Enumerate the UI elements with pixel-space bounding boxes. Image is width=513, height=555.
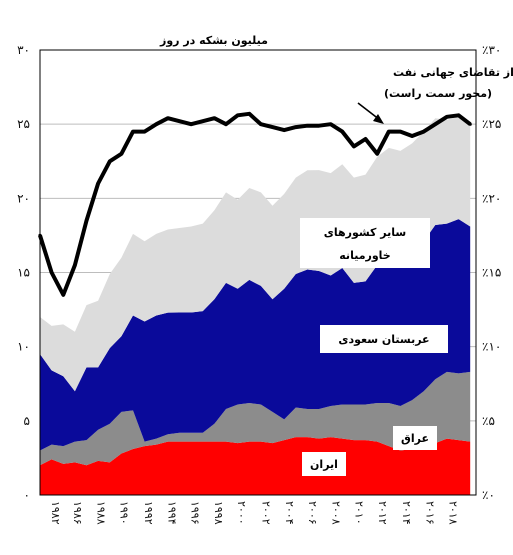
- share-point: [457, 113, 461, 117]
- share-line-layer: [38, 111, 472, 297]
- y-tick-label: ۵: [24, 414, 30, 428]
- share-point: [212, 116, 216, 120]
- label-iran: ایران: [302, 452, 346, 476]
- x-tick-label: ۱۹۹۰: [118, 501, 131, 525]
- share-point: [387, 130, 391, 134]
- x-tick-label: ۱۹۹۴: [165, 501, 178, 525]
- right-axis: ٪۰ ٪۵ ٪۱۰ ٪۱۵ ٪۲۰ ٪۲۵ ٪۳۰: [482, 43, 501, 502]
- share-point: [270, 125, 275, 129]
- label-box-iraq: [393, 426, 437, 450]
- x-tick-label: ۲۰۱۶: [423, 501, 436, 525]
- share-point: [294, 125, 298, 129]
- share-point: [224, 122, 228, 126]
- x-tick-label: ۲۰۱۲: [376, 501, 389, 525]
- share-point: [131, 130, 135, 134]
- x-tick-label: ۲۰۱۰: [353, 501, 366, 525]
- label-saudi-text: عربستان سعودی: [338, 333, 429, 346]
- share-point: [305, 124, 309, 128]
- share-point: [317, 124, 321, 128]
- x-axis: ۱۹۸۲ ۱۹۸۶ ۱۹۸۸ ۱۹۹۰ ۱۹۹۲ ۱۹۹۴ ۱۹۹۶ ۱۹۹۸ ۲۰۰۰ ۲۰۰۲…: [49, 501, 460, 525]
- share-point: [189, 122, 193, 126]
- plot-frame: [39, 49, 477, 496]
- left-axis: ۰ ۵ ۱۰ ۱۵ ۲۰ ۲۵ ۳۰: [17, 43, 30, 502]
- label-other-line1: سایر کشورهای: [324, 226, 406, 239]
- y-tick-label: ۱۰: [17, 340, 30, 354]
- x-tick-label: ۲۰۰۸: [329, 501, 342, 525]
- share-point: [422, 130, 426, 134]
- area-iran: [40, 437, 471, 495]
- share-point: [96, 181, 100, 186]
- annotation-arrowhead: [373, 114, 384, 124]
- label-other-line2: خاورمیانه: [339, 249, 390, 262]
- share-point: [84, 219, 89, 223]
- label-iran-text: ایران: [310, 458, 338, 471]
- share-line: [38, 111, 472, 297]
- y-tick-label: ۰: [24, 488, 30, 502]
- y2-tick-label: ٪۰: [482, 488, 495, 502]
- label-other-me: سایر کشورهای خاورمیانه: [300, 218, 430, 268]
- y2-tick-label: ٪۳۰: [482, 43, 501, 57]
- share-point: [119, 152, 123, 156]
- share-point: [73, 263, 77, 267]
- y-tick-label: ۳۰: [17, 43, 30, 57]
- y2-tick-label: ٪۲۵: [482, 117, 501, 131]
- share-point: [201, 119, 205, 123]
- y-axis-label: میلیون بشکه در روز: [159, 34, 268, 47]
- x-tick-label: ۱۹۸۶: [71, 501, 84, 525]
- x-tick-label: ۱۹۸۸: [94, 501, 107, 525]
- share-point: [445, 115, 449, 119]
- x-tick-label: ۲۰۰۴: [283, 501, 296, 525]
- share-point: [398, 130, 402, 134]
- x-tick-label: ۱۹۹۲: [142, 501, 155, 525]
- label-saudi: عربستان سعودی: [320, 325, 448, 353]
- share-point: [247, 112, 251, 116]
- share-point: [61, 293, 65, 297]
- x-tick-label: ۲۰۱۴: [400, 501, 413, 525]
- share-point: [143, 130, 147, 134]
- share-point: [177, 119, 182, 123]
- share-point: [410, 134, 414, 138]
- share-point: [468, 122, 472, 126]
- y2-tick-label: ٪۲۰: [482, 191, 501, 205]
- share-point: [154, 122, 158, 126]
- y2-tick-label: ٪۱۵: [482, 266, 501, 280]
- stacked-areas: [40, 116, 471, 495]
- share-point: [352, 144, 356, 148]
- y-tick-label: ۲۵: [17, 117, 30, 131]
- share-point: [375, 152, 379, 156]
- x-tick-label: ۲۰۰۰: [235, 501, 248, 525]
- share-point: [236, 113, 240, 117]
- share-point: [259, 122, 263, 126]
- y-tick-label: ۱۵: [17, 266, 30, 280]
- label-box-iran: [302, 452, 346, 476]
- label-iraq: عراق: [393, 426, 437, 450]
- share-point: [282, 128, 286, 132]
- label-box-saudi: [320, 325, 448, 353]
- x-tick-label: ۲۰۰۶: [306, 501, 319, 525]
- share-point: [166, 116, 170, 120]
- x-tick-label: ۱۹۹۶: [189, 501, 202, 525]
- y2-tick-label: ٪۵: [482, 414, 495, 428]
- share-point: [340, 130, 344, 134]
- y2-tick-label: ٪۱۰: [482, 340, 501, 354]
- area-other-middle-east: [40, 116, 471, 392]
- annotation-share: سهم از تقاضای جهانی نفت (محور سمت راست): [357, 66, 513, 124]
- area-saudi: [40, 219, 471, 451]
- share-axis-label: (محور سمت راست): [384, 87, 492, 100]
- share-point: [433, 122, 437, 126]
- x-tick-label: ۱۹۸۲: [49, 501, 62, 525]
- share-point: [108, 159, 112, 163]
- y-tick-label: ۲۰: [17, 191, 30, 205]
- area-iraq: [40, 371, 471, 466]
- label-box-other: [300, 218, 430, 268]
- share-line-label: سهم از تقاضای جهانی نفت: [393, 66, 513, 79]
- x-tick-label: ۱۹۹۸: [212, 501, 225, 525]
- label-iraq-text: عراق: [401, 432, 429, 445]
- x-tick-label: ۲۰۱۸: [447, 501, 460, 525]
- share-point: [329, 122, 333, 126]
- share-point: [363, 137, 368, 141]
- share-point: [50, 270, 54, 275]
- x-tick-label: ۲۰۰۲: [260, 501, 273, 525]
